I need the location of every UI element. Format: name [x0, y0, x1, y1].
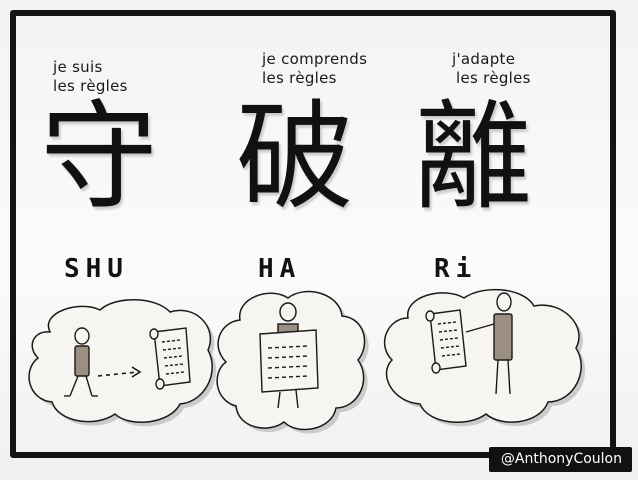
romaji-ri: Ri	[434, 254, 478, 284]
kanji-shu: 守	[40, 88, 159, 226]
caption-ri: j'adapte les règles	[452, 50, 531, 88]
ha-illustration	[216, 290, 369, 434]
romaji-ha: HA	[258, 254, 302, 284]
author-signature: @AnthonyCoulon	[488, 447, 632, 472]
understanding-figure	[259, 302, 319, 409]
rules-scroll	[149, 327, 191, 390]
caption-ha: je comprends les règles	[262, 50, 367, 88]
caption-ri-line2: les règles	[456, 69, 531, 87]
drawing-frame	[10, 10, 616, 458]
kanji-ha: 破	[236, 88, 355, 226]
rules-scroll	[425, 309, 467, 374]
caption-ha-line2: les règles	[262, 69, 337, 87]
kanji-ri: 離	[414, 88, 533, 226]
caption-shu: je suis les règles	[53, 58, 128, 96]
follow-arrow	[97, 371, 139, 377]
adapting-figure	[465, 292, 513, 395]
romaji-shu: SHU	[64, 254, 129, 284]
shu-illustration	[28, 299, 217, 427]
caption-ri-line1: j'adapte	[452, 50, 516, 68]
follower-figure	[64, 327, 98, 397]
caption-ha-line1: je comprends	[262, 50, 368, 68]
cloud-outline	[383, 288, 582, 424]
caption-shu-line1: je suis	[53, 58, 103, 76]
ri-illustration	[383, 288, 586, 427]
caption-shu-line2: les règles	[53, 77, 128, 95]
